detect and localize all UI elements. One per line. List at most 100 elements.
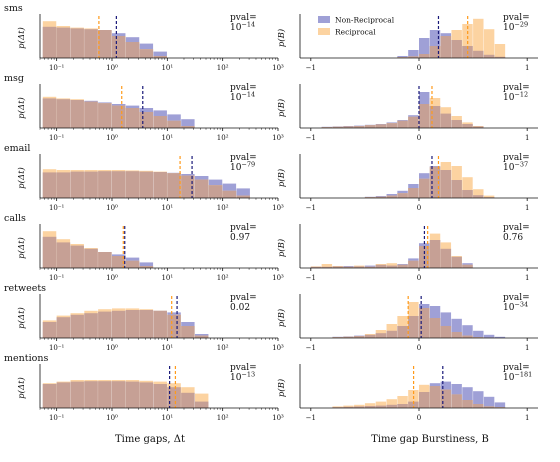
overlap-bar [354, 266, 365, 268]
overlap-bar [451, 394, 462, 408]
x-tick-label: 10² [217, 134, 229, 142]
overlap-bar [343, 406, 354, 408]
overlap-bar [84, 313, 98, 338]
pval-value: 10−14 [230, 21, 255, 34]
overlap-bar [167, 387, 181, 408]
non-reciprocal-bar [462, 387, 473, 408]
overlap-bar [408, 116, 419, 128]
overlap-bar [354, 336, 365, 338]
overlap-bar [125, 171, 140, 198]
overlap-bar [462, 264, 473, 268]
overlap-bar [56, 99, 71, 128]
overlap-bar [111, 105, 126, 128]
x-tick-label: 1 [525, 204, 529, 212]
overlap-bar [56, 172, 71, 198]
reciprocal-bar [462, 177, 473, 198]
pval-value: 10−79 [230, 161, 255, 174]
overlap-bar [125, 310, 140, 338]
overlap-bar [84, 248, 98, 268]
x-tick-label: 0 [417, 414, 421, 422]
x-tick-label: 1 [525, 64, 529, 72]
x-tick-label: 10⁰ [106, 344, 118, 352]
x-tick-label: 10⁻¹ [49, 344, 65, 352]
pval-value: 10−181 [503, 371, 532, 384]
dataset-title: sms [4, 3, 23, 14]
right-y-axis-label: p(B) [276, 29, 287, 47]
overlap-bar [462, 400, 473, 408]
x-tick-label: −1 [306, 204, 316, 212]
x-tick-label: 10¹ [161, 204, 173, 212]
pval-label: pval= [230, 363, 257, 373]
non-reciprocal-bar [408, 50, 419, 58]
overlap-bar [483, 406, 495, 408]
overlap-bar [139, 310, 154, 338]
x-tick-label: 1 [525, 344, 529, 352]
x-tick-label: 10⁰ [106, 414, 118, 422]
overlap-bar [451, 332, 462, 338]
overlap-bar [451, 120, 462, 128]
pval-exponent: −12 [514, 91, 528, 99]
left-panel-6: 10⁻¹ 10⁰ 10¹ 10² 10³ p(Δt) mentions pval=10−13 [4, 353, 284, 422]
overlap-bar [397, 193, 408, 198]
x-tick-label: 10¹ [161, 274, 173, 282]
pval-value: 10−13 [230, 371, 255, 384]
non-reciprocal-bar [181, 119, 195, 128]
overlap-bar [386, 330, 397, 338]
left-y-axis-label: p(Δt) [16, 97, 27, 119]
pval-exponent: −14 [241, 21, 255, 29]
overlap-bar [167, 173, 181, 198]
dataset-title: mentions [4, 353, 48, 364]
x-tick-label: 10² [217, 204, 229, 212]
pval-label: pval= [503, 83, 530, 93]
reciprocal-bar [397, 396, 408, 408]
x-tick-label: 10⁻¹ [49, 414, 65, 422]
x-tick-label: 10¹ [161, 134, 173, 142]
overlap-bar [386, 265, 397, 268]
overlap-bar [354, 406, 365, 408]
dataset-title: msg [4, 73, 24, 84]
overlap-bar [70, 381, 84, 408]
overlap-bar [440, 248, 452, 268]
overlap-bar [153, 116, 167, 128]
overlap-bar [429, 106, 441, 128]
overlap-bar [375, 405, 387, 408]
right-y-axis-label: p(B) [276, 169, 287, 187]
overlap-bar [419, 392, 430, 408]
overlap-bar [419, 178, 430, 198]
overlap-bar [42, 172, 57, 198]
overlap-bar [419, 54, 430, 58]
overlap-bar [84, 29, 98, 58]
x-tick-label: 10³ [272, 204, 284, 212]
x-tick-label: 10⁻¹ [49, 134, 65, 142]
non-reciprocal-bar [397, 56, 408, 58]
overlap-bar [153, 56, 167, 58]
overlap-bar [153, 384, 167, 408]
left-panel-1: 10⁻¹ 10⁰ 10¹ 10² 10³ p(Δt) sms pval=10−14 [4, 3, 284, 72]
x-tick-label: 0 [417, 134, 421, 142]
left-x-axis-label: Time gaps, Δt [115, 434, 185, 445]
overlap-bar [194, 335, 209, 338]
overlap-bar [194, 401, 209, 408]
overlap-bar [375, 124, 387, 128]
overlap-bar [440, 389, 452, 408]
overlap-bar [42, 236, 57, 268]
left-y-axis-label: p(Δt) [16, 377, 27, 399]
right-panel-1: −1 0 1 p(B) pval=10−29 Non-Reciprocal Reciproc… [276, 13, 538, 72]
overlap-bar [473, 126, 484, 128]
dataset-title: calls [4, 213, 26, 224]
overlap-bar [364, 406, 376, 408]
right-panel-4: −1 0 1 p(B) pval=0.76 [276, 223, 538, 282]
overlap-bar [56, 317, 71, 338]
left-y-axis-label: p(Δt) [16, 237, 27, 259]
x-tick-label: 0 [417, 204, 421, 212]
x-tick-label: 1 [525, 274, 529, 282]
pval-value: 0.97 [230, 233, 250, 243]
overlap-bar [462, 335, 473, 338]
reciprocal-bar [483, 29, 495, 58]
overlap-bar [364, 125, 376, 128]
overlap-bar [84, 171, 98, 198]
pval-label: pval= [230, 293, 257, 303]
pval-value: 10−29 [503, 21, 528, 34]
pval-label: pval= [230, 153, 257, 163]
